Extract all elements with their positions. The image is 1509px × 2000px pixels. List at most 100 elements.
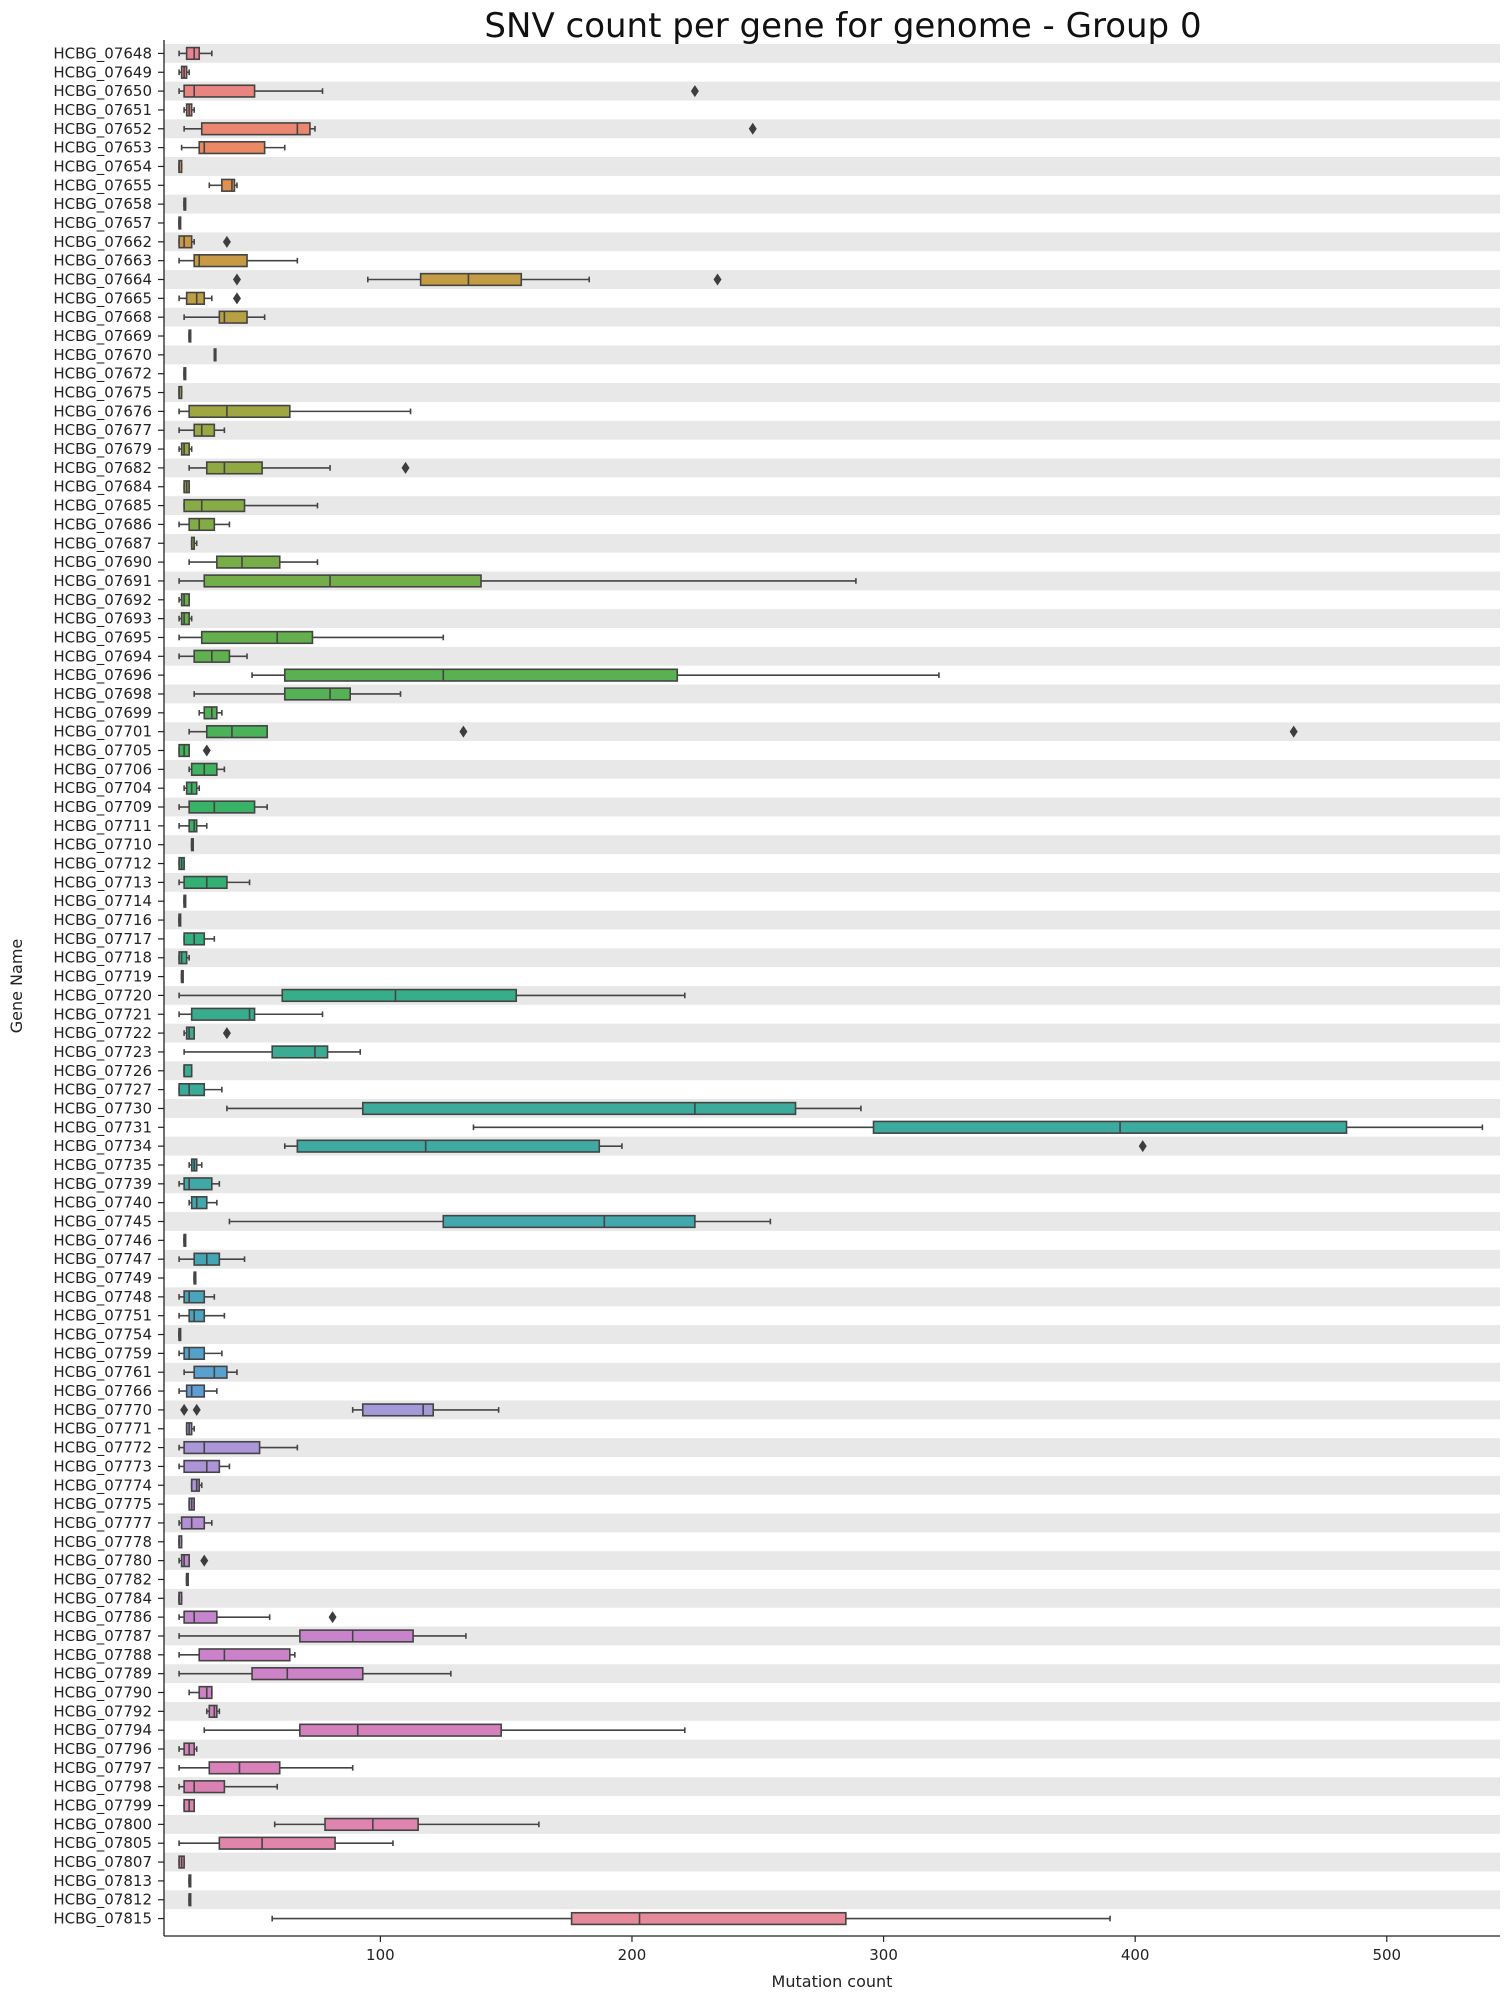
box-iqr [208, 1761, 281, 1775]
box-HCBG_07780 [178, 1553, 209, 1568]
box-iqr [183, 1459, 221, 1474]
row-stripe [164, 872, 1500, 892]
row-stripe [164, 1626, 1500, 1646]
y-tick-label: HCBG_07731 [53, 1118, 152, 1137]
outlier-marker [1138, 1140, 1147, 1153]
box-iqr [178, 951, 188, 965]
box-HCBG_07751 [178, 1309, 226, 1323]
box-HCBG_07726 [183, 1064, 193, 1078]
y-tick-label: HCBG_07665 [53, 289, 152, 308]
box-HCBG_07784 [178, 1591, 183, 1605]
boxes-layer [178, 46, 1484, 1926]
box-iqr [324, 1817, 419, 1832]
y-tick-label: HCBG_07778 [53, 1533, 152, 1552]
y-tick-label: HCBG_07723 [53, 1043, 152, 1062]
box-iqr [185, 1384, 206, 1398]
box-iqr [296, 1139, 601, 1153]
box-HCBG_07749 [193, 1271, 197, 1285]
y-tick-label: HCBG_07713 [53, 873, 152, 892]
box-iqr [872, 1120, 1348, 1134]
box-iqr [190, 1007, 256, 1021]
box-HCBG_07722 [183, 1026, 231, 1040]
box-iqr [178, 235, 193, 249]
box-HCBG_07723 [183, 1045, 362, 1059]
box-HCBG_07716 [178, 913, 182, 927]
box-HCBG_07699 [198, 706, 223, 720]
outlier-marker [202, 744, 211, 757]
box-HCBG_07815 [271, 1911, 1111, 1926]
y-tick-label: HCBG_07799 [53, 1797, 152, 1816]
box-iqr [361, 1403, 435, 1417]
box-HCBG_07669 [188, 329, 192, 343]
outlier-marker [200, 1554, 209, 1567]
y-tick-label: HCBG_07774 [53, 1476, 152, 1495]
y-tick-label: HCBG_07794 [53, 1721, 152, 1740]
y-tick-label: HCBG_07710 [53, 836, 152, 855]
box-HCBG_07668 [183, 310, 266, 324]
box-HCBG_07710 [190, 838, 194, 852]
y-tick-label: HCBG_07766 [53, 1382, 152, 1401]
row-stripe [164, 684, 1500, 704]
row-stripe [164, 1249, 1500, 1269]
y-tick-label: HCBG_07701 [53, 723, 152, 742]
y-tick-label: HCBG_07694 [53, 647, 152, 666]
y-tick-label: HCBG_07699 [53, 704, 152, 723]
box-HCBG_07718 [178, 951, 190, 965]
y-tick-label: HCBG_07735 [53, 1156, 152, 1175]
box-HCBG_07679 [178, 442, 193, 456]
box-HCBG_07774 [190, 1478, 203, 1492]
y-tick-label: HCBG_07782 [53, 1570, 152, 1589]
y-tick-label: HCBG_07739 [53, 1175, 152, 1194]
y-tick-label: HCBG_07807 [53, 1853, 152, 1872]
row-stripe [164, 383, 1500, 402]
y-tick-label: HCBG_07684 [53, 478, 152, 497]
outlier-marker [192, 1403, 201, 1416]
y-tick-label: HCBG_07712 [53, 855, 152, 874]
y-tick-label: HCBG_07711 [53, 817, 152, 836]
y-tick-label: HCBG_07653 [53, 139, 152, 158]
box-iqr [193, 1365, 228, 1379]
y-tick-label: HCBG_07652 [53, 120, 152, 139]
chart-title: SNV count per gene for genome - Group 0 [484, 6, 1201, 46]
box-iqr [178, 1082, 206, 1097]
box-HCBG_07685 [183, 498, 319, 513]
y-tick-label: HCBG_07690 [53, 553, 152, 572]
row-stripe [164, 1588, 1500, 1608]
y-tick-label: HCBG_07746 [53, 1231, 152, 1250]
y-tick-label: HCBG_07716 [53, 911, 152, 930]
box-HCBG_07655 [208, 178, 238, 192]
box-HCBG_07734 [283, 1139, 1147, 1153]
box-iqr [283, 668, 679, 682]
box-iqr [361, 1101, 797, 1116]
row-stripe [164, 1551, 1500, 1571]
row-stripe [164, 910, 1500, 930]
box-iqr [185, 291, 206, 305]
y-tick-label: HCBG_07730 [53, 1099, 152, 1118]
box-HCBG_07789 [178, 1667, 452, 1681]
row-stripe [164, 646, 1500, 666]
box-iqr [442, 1214, 696, 1229]
y-tick-label: HCBG_07718 [53, 949, 152, 968]
box-HCBG_07782 [185, 1572, 189, 1587]
box-HCBG_07807 [178, 1855, 185, 1869]
box-HCBG_07676 [178, 404, 412, 419]
box-HCBG_07794 [203, 1723, 686, 1737]
box-iqr [183, 1064, 193, 1078]
y-tick-label: HCBG_07773 [53, 1457, 152, 1476]
box-HCBG_07657 [178, 216, 182, 230]
axes-layer: HCBG_07648HCBG_07649HCBG_07650HCBG_07651… [53, 40, 1500, 1964]
box-HCBG_07771 [185, 1422, 195, 1436]
box-HCBG_07701 [188, 725, 1298, 739]
box-HCBG_07664 [232, 272, 722, 287]
y-tick-label: HCBG_07749 [53, 1269, 152, 1288]
box-HCBG_07704 [183, 781, 201, 795]
row-stripe [164, 194, 1500, 214]
box-iqr [198, 1685, 213, 1700]
box-iqr [190, 1196, 208, 1210]
y-tick-label: HCBG_07649 [53, 63, 152, 82]
box-HCBG_07788 [178, 1648, 296, 1662]
y-tick-label: HCBG_07648 [53, 44, 152, 63]
y-tick-label: HCBG_07685 [53, 497, 152, 516]
row-stripe [164, 420, 1500, 440]
